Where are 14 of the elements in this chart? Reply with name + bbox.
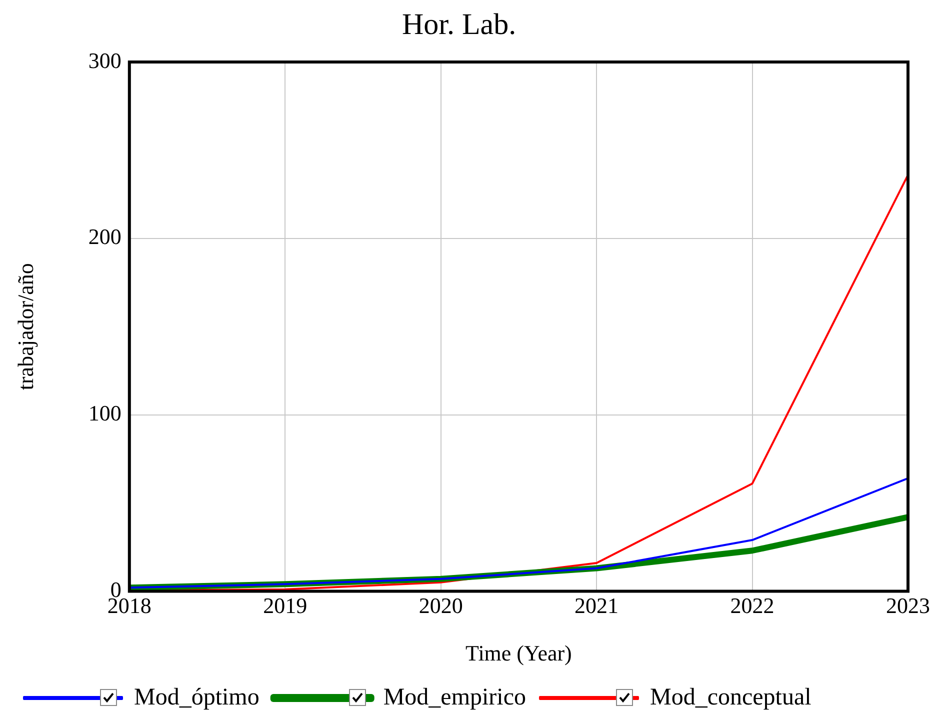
legend-label: Mod_conceptual	[650, 684, 812, 710]
x-tick-label: 2020	[418, 593, 463, 618]
y-tick-label: 300	[88, 48, 122, 73]
legend-label: Mod_empirico	[383, 684, 526, 710]
y-tick-label: 200	[88, 224, 122, 250]
y-axis-title: trabajador/año	[12, 263, 38, 390]
x-tick-label: 2019	[263, 593, 308, 618]
x-tick-label: 2023	[886, 593, 930, 618]
x-axis-title: Time (Year)	[466, 640, 572, 666]
y-tick-label: 100	[88, 400, 122, 426]
x-tick-label: 2021	[574, 593, 619, 618]
legend-label: Mod_óptimo	[134, 684, 260, 710]
x-tick-label: 2022	[730, 593, 774, 618]
chart-title: Hor. Lab.	[402, 8, 516, 41]
